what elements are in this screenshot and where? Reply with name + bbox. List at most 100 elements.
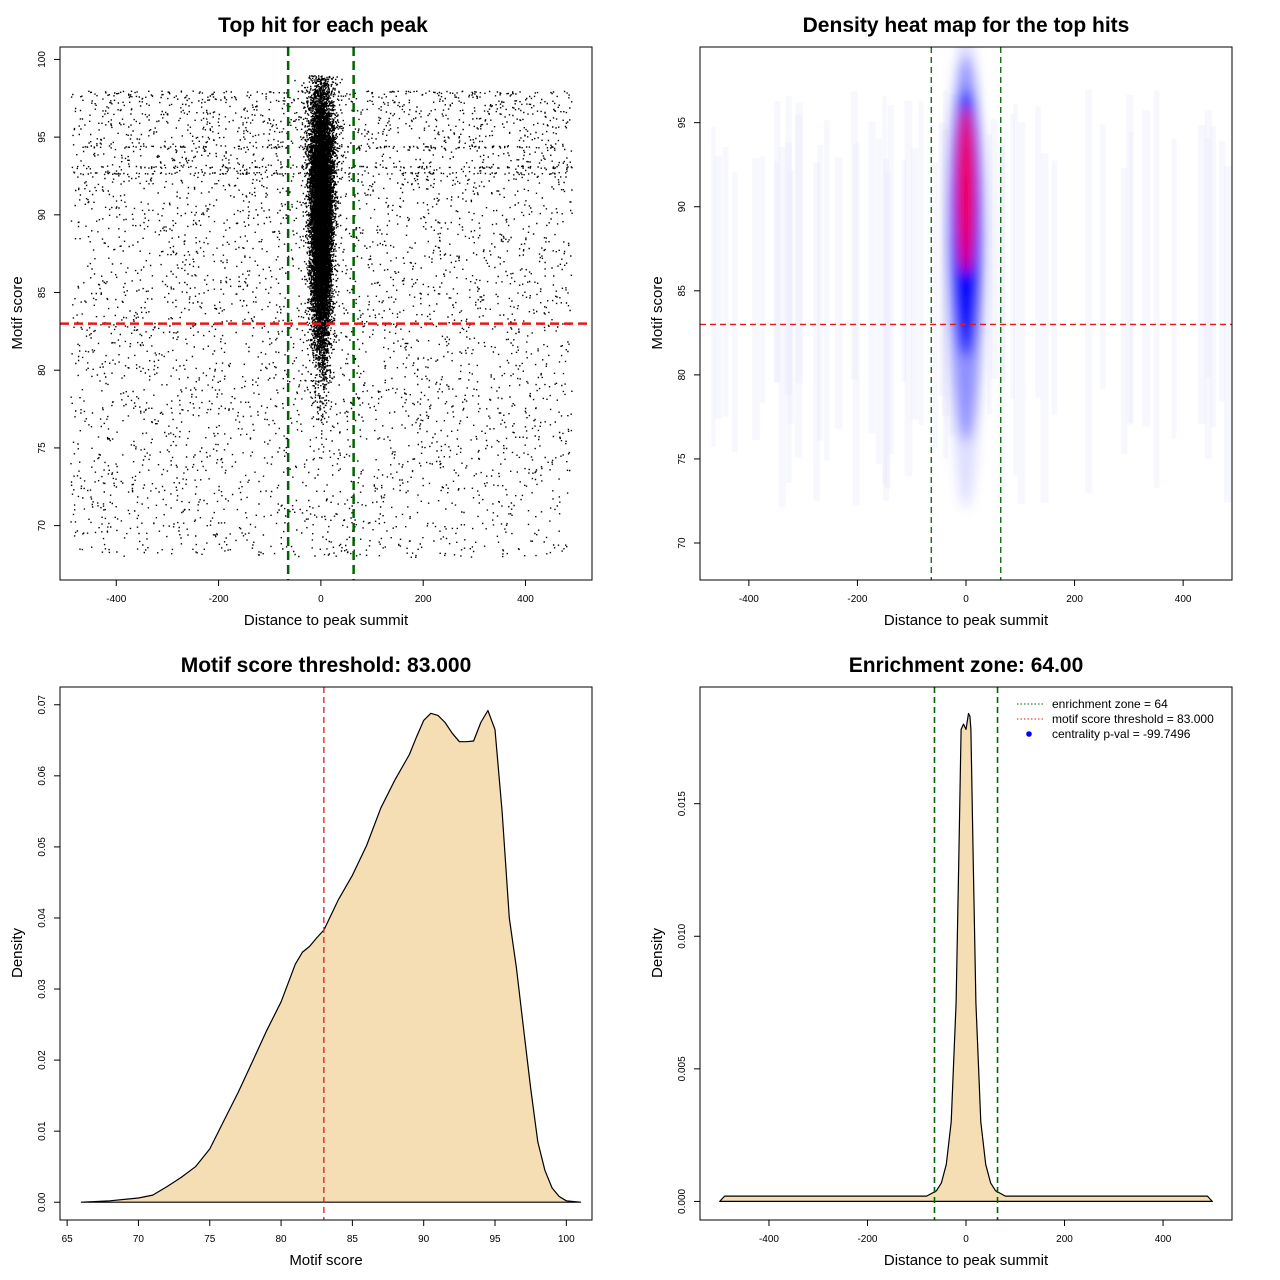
reference-lines [933,687,999,1220]
heat-background-streak [1197,125,1206,424]
heat-background-streak [941,129,950,417]
x-tick-label: 80 [276,1234,288,1245]
heat-background-streak [1204,110,1213,459]
x-tick-label: 200 [1066,594,1083,605]
x-tick-label: 0 [318,594,324,605]
heat-background-streak [1017,121,1026,504]
heat-background-streak [1126,94,1134,423]
y-axis: 70 75 80 85 90 95 100 [37,51,60,531]
heat-background-streak [824,120,830,461]
plot-frame [59,686,593,1221]
y-axis: 70 75 80 85 90 95 [677,117,700,549]
y-tick-label: 80 [37,364,48,376]
heat-background-streak [875,138,882,465]
y-tick-label: 80 [677,369,688,381]
panel-scatter: Top hit for each peak -400 -200 0 200 400 70… [9,14,593,629]
y-axis-label: Motif score [649,276,666,349]
x-tick-label: 400 [1155,1234,1172,1245]
heat-background-streak [887,105,894,455]
heat-background-streak [774,100,781,383]
heat-background-streak [794,114,803,458]
y-tick-label: 0.005 [677,1056,688,1081]
x-axis-label: Distance to peak summit [884,1252,1049,1269]
x-axis: -400 -200 0 200 400 [739,580,1192,605]
y-tick-label: 0.03 [37,979,48,999]
x-tick-label: 100 [558,1234,575,1245]
heat-background-streak [1120,167,1128,455]
x-tick-label: 400 [1175,594,1192,605]
heat-background-streak [817,144,824,441]
x-axis-label: Distance to peak summit [884,612,1049,629]
y-tick-label: 75 [37,442,48,454]
density-area [80,709,582,1203]
legend-label: centrality p-val = -99.7496 [1052,727,1191,741]
x-tick-label: 0 [963,1234,969,1245]
heat-background-streak [883,159,889,501]
heat-background-streak [1142,110,1151,427]
x-tick-label: 65 [62,1234,74,1245]
y-tick-label: 0.04 [37,908,48,928]
y-tick-label: 95 [677,117,688,129]
x-tick-label: -200 [209,594,229,605]
heat-background-streak [785,95,792,483]
heat-background-streak [774,161,780,383]
heat-background-streak [714,155,723,419]
y-tick-label: 70 [677,537,688,549]
plot-frame [59,46,593,581]
legend-dot-centrality [1026,731,1032,737]
x-tick-label: 200 [1056,1234,1073,1245]
density-heatmap [711,47,1232,510]
heat-background-streak [1223,165,1232,503]
heat-background-streak [1210,126,1216,428]
x-tick-label: 0 [963,594,969,605]
y-tick-label: 0.00 [37,1192,48,1212]
x-tick-label: -400 [106,594,126,605]
reference-lines [60,47,592,580]
panel-heatmap: Density heat map for the top hits -400 -2… [649,14,1233,629]
density-curve [719,712,1213,1202]
x-tick-label: 75 [204,1234,216,1245]
x-axis: 65 70 75 80 85 90 95 100 [62,1220,575,1245]
y-axis-label: Density [9,927,26,978]
x-tick-label: -400 [759,1234,779,1245]
heat-background-streak [731,172,738,453]
y-tick-label: 0.06 [37,766,48,786]
heat-background-streak [987,134,992,415]
chart-title: Motif score threshold: 83.000 [181,654,472,677]
heat-background-streak [752,158,760,441]
reference-lines [700,47,1232,580]
x-axis: -400 -200 0 200 400 [759,1220,1172,1245]
heat-background-streak [760,156,766,403]
x-tick-label: 90 [418,1234,430,1245]
chart-title: Density heat map for the top hits [803,14,1130,37]
heat-background-streak [722,147,729,417]
y-axis: 0.000 0.005 0.010 0.015 [677,791,700,1214]
heat-background-streak [1010,113,1015,400]
density-curve [80,709,582,1203]
heat-background-streak [990,119,999,380]
chart-title: Enrichment zone: 64.00 [849,654,1084,677]
legend-label: enrichment zone = 64 [1052,697,1168,711]
heat-background-streak [1204,138,1211,377]
x-tick-label: 70 [133,1234,145,1245]
heat-background-streak [1099,124,1106,389]
heat-background-streak [1040,153,1049,503]
y-tick-label: 90 [37,209,48,221]
heat-background-streak [850,91,858,380]
y-axis-label: Density [649,927,666,978]
y-tick-label: 85 [37,287,48,299]
y-tick-label: 0.05 [37,837,48,857]
scatter-points [70,75,573,558]
y-tick-label: 95 [37,131,48,143]
heat-background-streak [943,90,949,459]
x-tick-label: -400 [739,594,759,605]
panel-score-density: Motif score threshold: 83.000 65 70 75 80 85… [9,654,593,1269]
y-tick-label: 90 [677,201,688,213]
y-tick-label: 0.01 [37,1121,48,1141]
heat-background-streak [1153,90,1160,488]
y-tick-label: 0.07 [37,695,48,715]
heat-background-streak [904,100,913,476]
heat-background-streak [933,162,938,449]
y-tick-label: 100 [37,51,48,68]
heat-background-streak [787,170,795,424]
